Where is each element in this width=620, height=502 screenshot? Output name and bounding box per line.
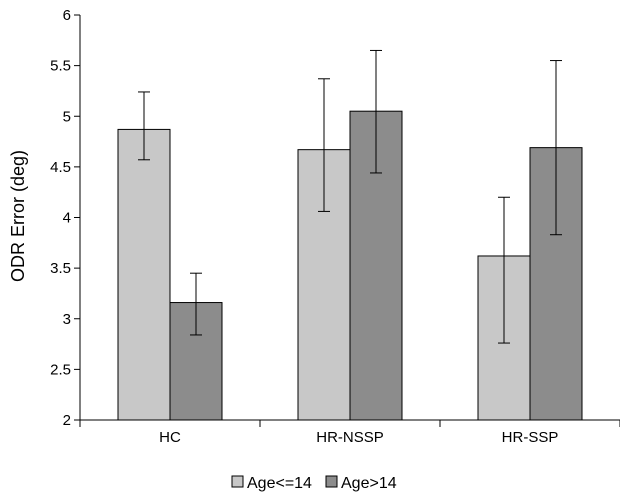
y-tick-label: 6 xyxy=(63,7,71,24)
y-tick-label: 4.5 xyxy=(50,159,71,176)
x-tick-label: HC xyxy=(159,429,181,446)
error-bar-hc-series-1 xyxy=(138,91,150,161)
x-tick-label: HR-NSSP xyxy=(316,429,384,446)
error-bar-hr-nssp-series-2 xyxy=(370,49,382,174)
error-bars-layer xyxy=(138,49,562,344)
y-tick-label: 5 xyxy=(63,108,71,125)
bars-layer xyxy=(117,110,583,421)
legend-swatch xyxy=(325,475,338,488)
y-tick-label: 3.5 xyxy=(50,260,71,277)
y-tick-label: 2.5 xyxy=(50,361,71,378)
legend-swatch xyxy=(231,475,244,488)
error-bar-hc-series-2 xyxy=(190,272,202,336)
legend-label: Age<=14 xyxy=(247,475,312,492)
y-axis-title: ODR Error (deg) xyxy=(8,150,28,282)
y-tick-label: 4 xyxy=(63,210,71,227)
y-tick-label: 2 xyxy=(63,412,71,429)
y-tick-label: 3 xyxy=(63,311,71,328)
bar-hc-series-1 xyxy=(117,128,171,421)
legend-item-series-2: Age>14 xyxy=(325,475,397,492)
legend-label: Age>14 xyxy=(341,475,397,492)
axes-layer: 2 2.5 3 3.5 4 4.5 5 5.5 6 HC HR-NSSP HR-SSP xyxy=(50,7,620,446)
x-tick-label: HR-SSP xyxy=(502,429,559,446)
legend: Age<=14 Age>14 xyxy=(231,475,397,492)
error-bar-hr-nssp-series-1 xyxy=(318,78,330,212)
error-bar-hr-ssp-series-1 xyxy=(498,196,510,344)
error-bar-hr-ssp-series-2 xyxy=(550,60,562,236)
legend-item-series-1: Age<=14 xyxy=(231,475,312,492)
y-tick-label: 5.5 xyxy=(50,58,71,75)
